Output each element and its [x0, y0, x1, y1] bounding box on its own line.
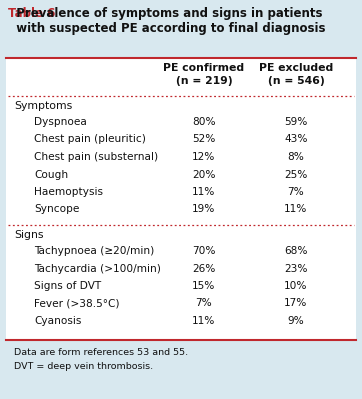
Text: 59%: 59% — [284, 117, 308, 127]
Text: 7%: 7% — [195, 298, 212, 308]
Text: 19%: 19% — [192, 205, 216, 215]
Text: 11%: 11% — [192, 316, 216, 326]
Text: Chest pain (substernal): Chest pain (substernal) — [34, 152, 158, 162]
Text: 25%: 25% — [284, 170, 308, 180]
Text: 9%: 9% — [288, 316, 304, 326]
Text: Table 6: Table 6 — [8, 7, 55, 20]
Text: 17%: 17% — [284, 298, 308, 308]
Text: Chest pain (pleuritic): Chest pain (pleuritic) — [34, 134, 146, 144]
Text: Haemoptysis: Haemoptysis — [34, 187, 103, 197]
Text: 15%: 15% — [192, 281, 216, 291]
Text: Dyspnoea: Dyspnoea — [34, 117, 87, 127]
Text: Syncope: Syncope — [34, 205, 79, 215]
Text: 68%: 68% — [284, 246, 308, 256]
Text: Signs of DVT: Signs of DVT — [34, 281, 101, 291]
Text: Fever (>38.5°C): Fever (>38.5°C) — [34, 298, 119, 308]
Text: 8%: 8% — [287, 152, 304, 162]
Text: Cough: Cough — [34, 170, 68, 180]
Text: (n = 546): (n = 546) — [268, 76, 324, 86]
Text: 70%: 70% — [192, 246, 216, 256]
Text: 43%: 43% — [284, 134, 308, 144]
Text: 11%: 11% — [284, 205, 308, 215]
Text: 12%: 12% — [192, 152, 216, 162]
Text: 20%: 20% — [192, 170, 216, 180]
Text: 80%: 80% — [192, 117, 216, 127]
Text: PE confirmed: PE confirmed — [163, 63, 245, 73]
Text: PE excluded: PE excluded — [259, 63, 333, 73]
Text: Tachypnoea (≥20/min): Tachypnoea (≥20/min) — [34, 246, 154, 256]
Text: 10%: 10% — [284, 281, 308, 291]
Text: Symptoms: Symptoms — [14, 101, 72, 111]
Text: 52%: 52% — [192, 134, 216, 144]
Text: Data are form references 53 and 55.: Data are form references 53 and 55. — [14, 348, 188, 357]
Text: 11%: 11% — [192, 187, 216, 197]
Bar — [6, 58, 356, 340]
Text: 23%: 23% — [284, 263, 308, 273]
Text: 7%: 7% — [288, 187, 304, 197]
Text: Prevalence of symptoms and signs in patients
  with suspected PE according to fi: Prevalence of symptoms and signs in pati… — [8, 7, 325, 35]
Text: Cyanosis: Cyanosis — [34, 316, 81, 326]
Text: Signs: Signs — [14, 230, 43, 240]
Text: (n = 219): (n = 219) — [176, 76, 232, 86]
Text: DVT = deep vein thrombosis.: DVT = deep vein thrombosis. — [14, 362, 153, 371]
Text: 26%: 26% — [192, 263, 216, 273]
Text: Tachycardia (>100/min): Tachycardia (>100/min) — [34, 263, 161, 273]
